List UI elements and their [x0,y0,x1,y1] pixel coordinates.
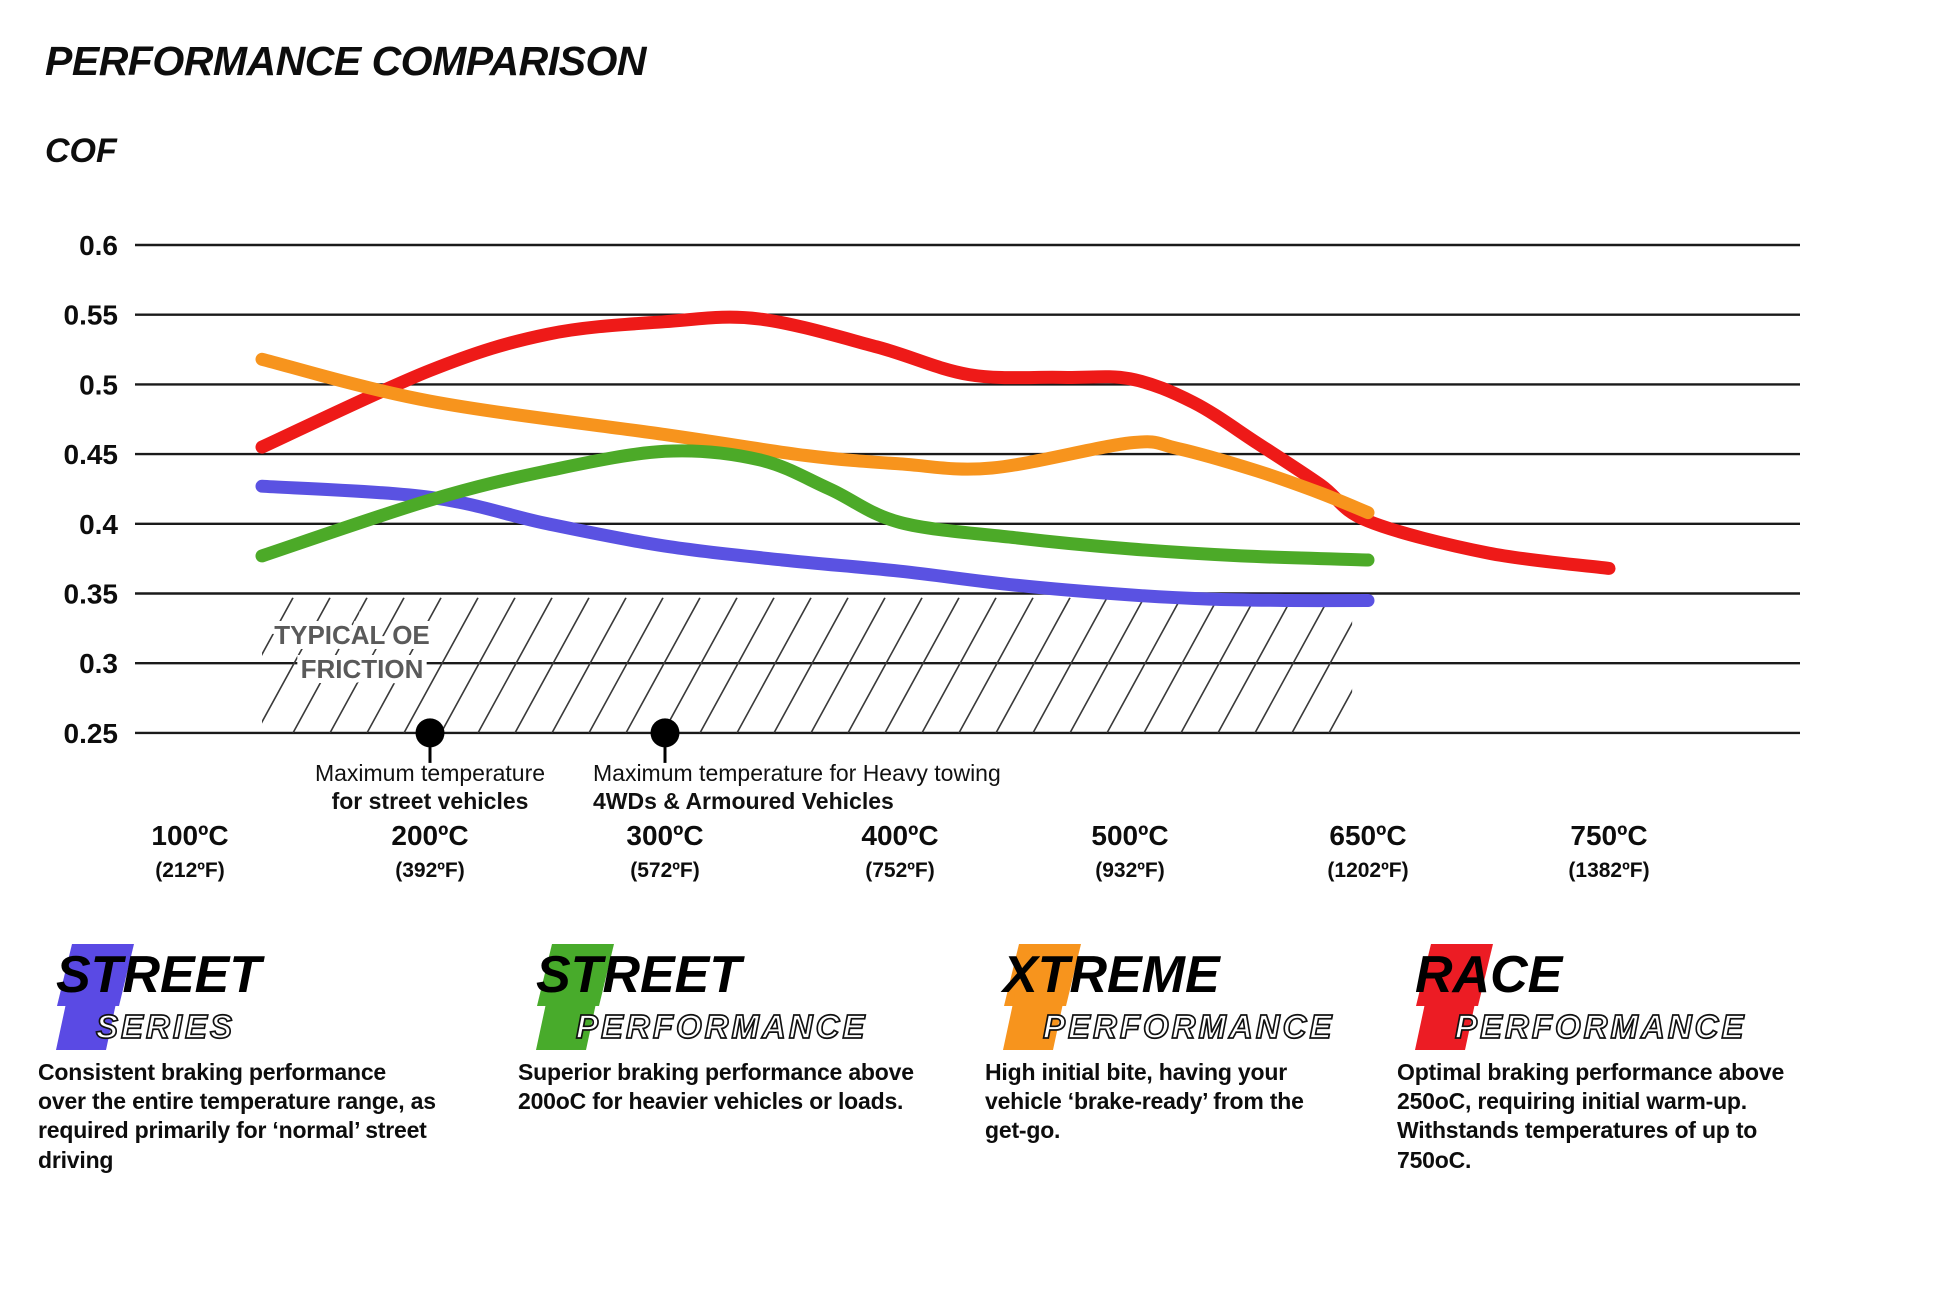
hatch-line [440,597,516,733]
hatch-line [810,597,886,733]
logo-shape-top [57,944,134,1006]
y-axis-tick-label: 0.55 [64,300,119,331]
logo-shape-top [1416,944,1493,1006]
legend-description: High initial bite, having your vehicle ‘… [985,1059,1304,1144]
hatch-line [1143,597,1219,733]
brand-logo-icon: STREET PERFORMANCE [536,944,868,1050]
legend-item-street-series: STREET SERIES Consistent braking performan… [38,942,508,1175]
logo-shape-bottom [1415,994,1477,1050]
legend-description: Optimal braking performance above 250oC,… [1397,1059,1785,1173]
series-race-performance [255,310,1616,575]
hatch-line [921,597,997,733]
logo-word1: XTREME [1000,946,1221,1004]
logo-word1: STREET [536,946,745,1004]
hatch-line [995,597,1071,733]
logo-word2: SERIES [96,1008,235,1045]
hatch-line [662,597,738,733]
x-axis-tick-label: 100ºC [151,820,228,851]
x-axis-tick-label: 650ºC [1329,820,1406,851]
hatch-line [292,597,368,733]
hatch-line [366,597,442,733]
hatch-line [1069,597,1145,733]
oe-friction-zone [182,597,1353,733]
series-street-performance [255,444,1375,567]
series-xtreme-performance [255,352,1375,520]
x-axis-tick-label: 300ºC [626,820,703,851]
y-axis-tick-label: 0.35 [64,579,119,610]
logo-shape-bottom [536,994,598,1050]
brand-logo-icon: STREET SERIES [56,944,265,1050]
oe-zone-label: FRICTION [301,654,424,684]
oe-zone-label: TYPICAL OE [274,620,430,650]
hatch-line [1106,597,1182,733]
annotation-dot [415,718,445,748]
hatch-line [847,597,923,733]
y-axis-tick-label: 0.4 [79,509,118,540]
x-axis-tick-label: 200ºC [391,820,468,851]
hatch-line [477,597,553,733]
hatch-line [182,598,256,733]
brand-logo-icon: RACE PERFORMANCE [1415,944,1747,1050]
logo-shape-bottom [56,994,118,1050]
hatch-line [1217,597,1293,733]
hatch-line [773,597,849,733]
logo-shape-top [537,944,614,1006]
hatch-line [262,597,294,656]
y-axis-tick-label: 0.45 [64,439,119,470]
hatch-line [1291,621,1353,733]
legend-description: Consistent braking performance over the … [38,1059,436,1173]
annotation-text-bold: 4WDs & Armoured Vehicles [593,788,894,814]
hatch-line [1180,597,1256,733]
annotation-dot [650,718,680,748]
y-axis-title: COF [45,132,117,170]
y-axis-tick-label: 0.25 [64,718,119,749]
series-street-series [255,479,1375,608]
hatch-line [625,597,701,733]
y-axis-tick-label: 0.5 [79,369,118,400]
hatch-line [699,597,775,733]
logo-shape-top [1004,944,1081,1006]
hatch-line [262,597,331,724]
hatch-line [884,597,960,733]
y-axis-tick-label: 0.3 [79,648,118,679]
x-axis-tick-sublabel: (1202ºF) [1327,859,1408,882]
legend-item-race-performance: RACE PERFORMANCE Optimal braking performan… [1397,942,1867,1175]
hatch-line [958,597,1034,733]
x-axis-tick-label: 400ºC [861,820,938,851]
hatch-line [329,597,405,733]
legend-description: Superior braking performance above 200oC… [518,1059,914,1115]
y-axis-tick-label: 0.6 [79,230,118,261]
logo-word2: PERFORMANCE [576,1008,868,1045]
x-axis-tick-sublabel: (932ºF) [1095,859,1165,882]
hatch-line [1328,688,1353,733]
cof-chart: 0.6 0.55 0.5 0.45 0.4 0.35 0.3 0.25 100ºC (212ºF)… [64,230,1800,882]
hatch-line [1032,597,1108,733]
logo-shape-bottom [1003,994,1065,1050]
hatch-line [514,597,590,733]
logo-word2: PERFORMANCE [1043,1008,1335,1045]
hatch-line [736,597,812,733]
brand-logo-icon: XTREME PERFORMANCE [1000,944,1335,1050]
x-axis-tick-label: 500ºC [1091,820,1168,851]
logo-word2: PERFORMANCE [1455,1008,1747,1045]
logo-word1: STREET [56,946,265,1004]
x-axis-tick-sublabel: (212ºF) [155,859,225,882]
x-axis-tick-label: 750ºC [1570,820,1647,851]
x-axis-tick-sublabel: (752ºF) [865,859,935,882]
hatch-line [403,597,479,733]
annotation-text-bold: for street vehicles [332,788,529,814]
hatch-line [1254,597,1330,733]
logo-word1: RACE [1415,946,1564,1004]
x-axis-tick-sublabel: (392ºF) [395,859,465,882]
hatch-line [588,597,664,733]
hatch-line [551,597,627,733]
legend-item-xtreme-performance: XTREME PERFORMANCE High initial bite, havi… [985,942,1455,1146]
x-axis-tick-sublabel: (1382ºF) [1568,859,1649,882]
legend-item-street-performance: STREET PERFORMANCE Superior braking perfor… [518,942,988,1116]
annotation-text: Maximum temperature [315,760,545,786]
annotation-text: Maximum temperature for Heavy towing [593,760,1001,786]
x-axis-tick-sublabel: (572ºF) [630,859,700,882]
page-title: PERFORMANCE COMPARISON [45,38,646,84]
